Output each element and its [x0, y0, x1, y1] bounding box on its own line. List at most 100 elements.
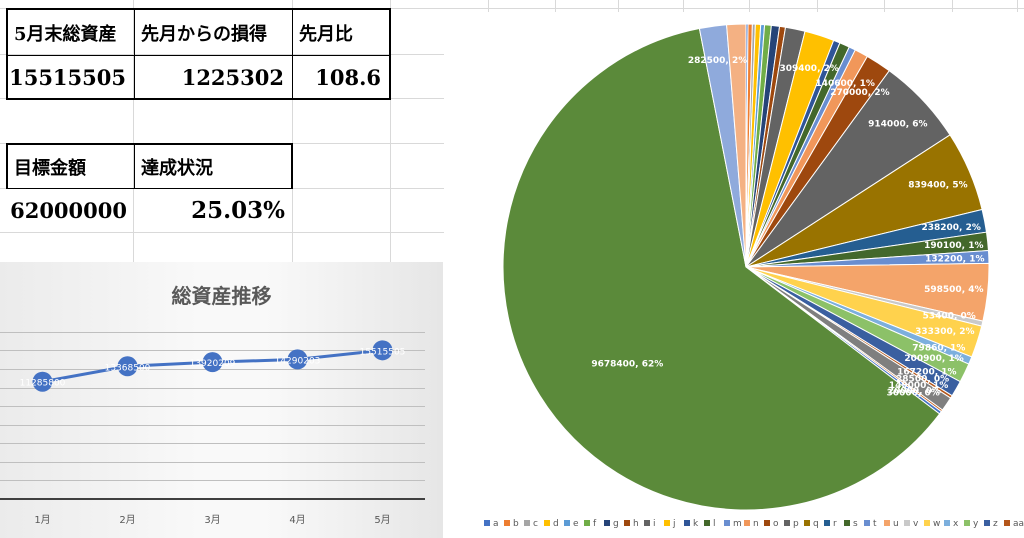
slice-data-label: 333300, 2%: [915, 327, 974, 337]
legend-label: r: [833, 519, 837, 529]
slice-data-label: 30000, 0%: [887, 388, 940, 398]
legend-label: c: [533, 519, 538, 529]
data-label: 13920209: [190, 359, 236, 369]
data-point: [372, 340, 393, 361]
legend-label: aa: [1013, 519, 1024, 529]
chart-title: 総資産推移: [171, 284, 272, 308]
line-chart-plot: 11285800 1月 13368500 2月 13920209 3月 14290203 4月…: [0, 332, 425, 526]
slice-data-label: 282500, 2%: [688, 56, 747, 66]
legend-label: s: [853, 519, 858, 529]
legend-label: t: [873, 519, 877, 529]
pie-slice-ag: [726, 23, 747, 268]
legend-swatch: [704, 520, 710, 526]
gain-label: 先月からの損得: [134, 8, 293, 56]
legend-label: p: [793, 519, 799, 529]
legend-swatch: [984, 520, 990, 526]
slice-data-label: 79860, 1%: [912, 343, 965, 353]
legend-label: l: [713, 519, 716, 529]
legend-label: w: [933, 519, 940, 529]
legend-swatch: [664, 520, 670, 526]
pie-chart-plot: 309400, 2% 140600, 1%270000, 2% 914000, 6%…: [484, 23, 1024, 529]
legend-swatch: [944, 520, 950, 526]
pie-chart[interactable]: 309400, 2% 140600, 1% 270000, 2% 914000, 6%…: [444, 12, 1024, 538]
x-tick-label: 4月: [289, 514, 305, 526]
slice-data-label: 20000, 0%: [888, 387, 941, 397]
legend-swatch: [884, 520, 890, 526]
slice-data-label: 309400, 2%: [780, 64, 839, 74]
slice-data-label: 839400, 5%: [908, 180, 967, 190]
slice-data-label: 238200, 2%: [921, 223, 980, 233]
slice-data-label: 200900, 1%: [904, 354, 963, 364]
legend-swatch: [484, 520, 490, 526]
legend-swatch: [724, 520, 730, 526]
legend-label: x: [953, 519, 959, 529]
legend-label: m: [733, 519, 742, 529]
legend-swatch: [764, 520, 770, 526]
progress-label: 達成状況: [134, 143, 293, 189]
legend-label: a: [493, 519, 499, 529]
legend-swatch: [804, 520, 810, 526]
legend-swatch: [624, 520, 630, 526]
legend-swatch: [784, 520, 790, 526]
total-assets-label: 5月末総資産: [6, 8, 135, 56]
data-label: 11285800: [20, 379, 66, 389]
slice-data-label: 140600, 1%: [815, 79, 874, 89]
legend-label: y: [973, 519, 979, 529]
x-tick-label: 2月: [119, 514, 135, 526]
legend-label: o: [773, 519, 779, 529]
slice-data-label: 28500, 0%: [896, 375, 949, 385]
data-label: 13368500: [105, 363, 151, 373]
goal-label: 目標金額: [6, 143, 135, 189]
legend-swatch: [904, 520, 910, 526]
total-assets-value: 15515505: [6, 55, 135, 100]
legend-label: z: [993, 519, 998, 529]
data-point: [287, 349, 308, 370]
legend-label: g: [613, 519, 619, 529]
legend-label: n: [753, 519, 759, 529]
slice-data-label: 149000, 1%: [889, 381, 948, 391]
slice-data-label: 53400, 0%: [923, 312, 976, 322]
goal-value: 62000000: [10, 198, 127, 223]
legend-swatch: [564, 520, 570, 526]
asset-trend-chart[interactable]: 総資産推移 11285800 1月 13368500 2月 13920209 3月 1429…: [0, 262, 443, 538]
legend-swatch: [524, 520, 530, 526]
legend-label: u: [893, 519, 899, 529]
x-tick-label: 3月: [204, 514, 220, 526]
legend-swatch: [964, 520, 970, 526]
x-tick-label: 5月: [374, 514, 390, 526]
slice-data-label: 190100, 1%: [924, 241, 983, 251]
legend-label: i: [653, 519, 656, 529]
legend-swatch: [824, 520, 830, 526]
legend-label: b: [513, 519, 519, 529]
slice-data-label: 9678400, 62%: [591, 359, 663, 369]
legend-label: k: [693, 519, 699, 529]
legend-label: f: [593, 519, 597, 529]
legend-label: v: [913, 519, 919, 529]
legend-swatch: [864, 520, 870, 526]
slice-data-label: 270000, 2%: [830, 88, 889, 98]
ratio-value: 108.6: [292, 55, 391, 100]
legend-label: q: [813, 519, 819, 529]
data-label: 14290203: [275, 356, 321, 366]
legend-swatch: [604, 520, 610, 526]
data-point: [32, 371, 53, 392]
progress-value: 25.03%: [191, 197, 285, 224]
legend-swatch: [584, 520, 590, 526]
slice-data-label: 598500, 4%: [924, 285, 983, 295]
legend-swatch: [1004, 520, 1010, 526]
data-point: [202, 352, 223, 373]
legend-swatch: [504, 520, 510, 526]
legend-swatch: [544, 520, 550, 526]
legend-label: d: [553, 519, 559, 529]
legend-label: e: [573, 519, 579, 529]
legend-label: h: [633, 519, 639, 529]
data-point: [117, 356, 138, 377]
legend-swatch: [924, 520, 930, 526]
slice-data-label: 914000, 6%: [868, 119, 927, 129]
legend-swatch: [644, 520, 650, 526]
legend-swatch: [684, 520, 690, 526]
data-label: 15515505: [360, 347, 406, 357]
pie-slice-ae: [502, 27, 941, 511]
ratio-label: 先月比: [292, 8, 391, 56]
gain-value: 1225302: [134, 55, 293, 100]
